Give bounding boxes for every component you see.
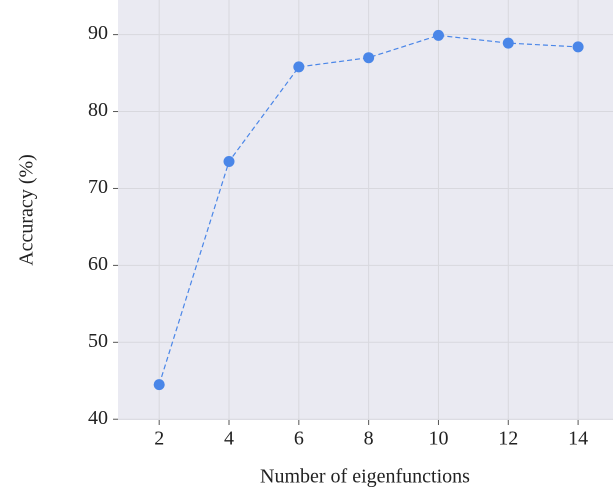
y-tick-label: 50 [88,330,108,352]
x-tick-label: 14 [568,428,588,450]
x-tick-label: 10 [428,428,448,450]
data-point [293,61,305,73]
y-tick-label: 60 [88,253,108,275]
data-point [502,37,514,49]
data-point [432,29,444,41]
data-point [223,156,235,168]
x-tick-label: 6 [294,428,304,450]
y-tick-label: 70 [88,176,108,198]
x-tick-label: 4 [224,428,234,450]
plot-area [118,0,613,420]
y-axis-label: Accuracy (%) [16,154,38,266]
x-axis-label: Number of eigenfunctions [260,466,470,488]
data-point [153,379,165,391]
data-point [363,52,375,64]
x-tick-label: 12 [498,428,518,450]
y-tick-label: 40 [88,407,108,429]
y-tick-label: 90 [88,22,108,44]
x-tick-label: 8 [364,428,374,450]
y-tick-label: 80 [88,99,108,121]
x-tick-label: 2 [154,428,164,450]
data-point [572,41,584,53]
